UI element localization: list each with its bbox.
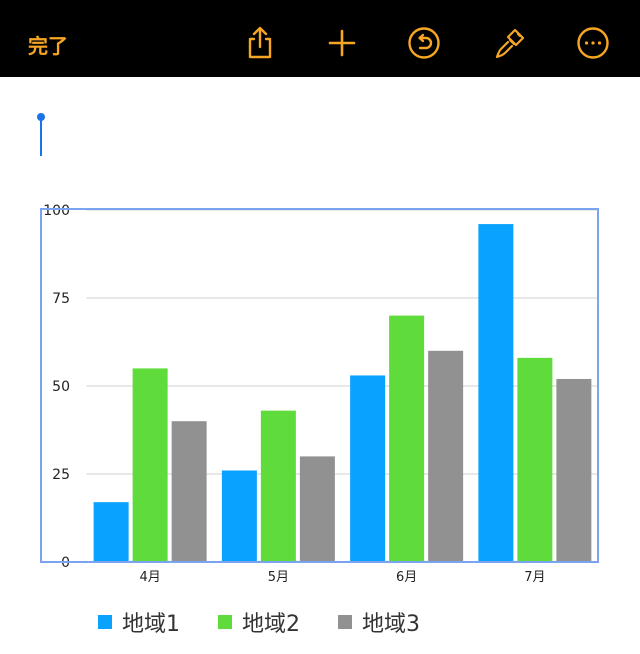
bar <box>350 375 386 562</box>
bar <box>132 368 168 562</box>
legend-label: 地域3 <box>362 612 420 637</box>
y-tick-label: 75 <box>52 291 70 307</box>
bar <box>299 456 335 562</box>
text-cursor <box>40 118 42 156</box>
bar <box>93 502 129 562</box>
undo-icon[interactable] <box>407 26 441 60</box>
chart-legend: 地域1 地域2 地域3 <box>98 606 458 638</box>
x-tick-label: 6月 <box>396 570 417 585</box>
y-tick-label: 100 <box>43 203 70 219</box>
bar <box>478 224 514 562</box>
x-tick-label: 5月 <box>268 570 289 585</box>
paintbrush-icon[interactable] <box>493 26 527 60</box>
text-cursor-handle[interactable] <box>37 113 45 121</box>
bar <box>221 470 257 562</box>
y-tick-label: 50 <box>52 379 70 395</box>
toolbar: 完了 <box>0 0 640 77</box>
bar <box>260 410 296 562</box>
legend-swatch <box>218 615 232 629</box>
legend-item: 地域2 <box>218 606 300 638</box>
bar <box>556 378 592 562</box>
bar <box>171 421 207 562</box>
bar <box>389 315 425 562</box>
bar <box>517 357 553 562</box>
plus-icon[interactable] <box>325 26 359 60</box>
legend-item: 地域3 <box>338 606 420 638</box>
x-tick-label: 4月 <box>139 570 160 585</box>
legend-swatch <box>98 615 112 629</box>
done-button[interactable]: 完了 <box>28 34 68 58</box>
legend-swatch <box>338 615 352 629</box>
bar <box>428 350 464 562</box>
x-tick-label: 7月 <box>524 570 545 585</box>
y-tick-label: 25 <box>52 467 70 483</box>
legend-item: 地域1 <box>98 606 180 638</box>
legend-label: 地域1 <box>122 612 180 637</box>
legend-label: 地域2 <box>242 612 300 637</box>
more-icon[interactable] <box>576 26 610 60</box>
selection-frame <box>40 208 599 563</box>
share-icon[interactable] <box>243 26 277 60</box>
